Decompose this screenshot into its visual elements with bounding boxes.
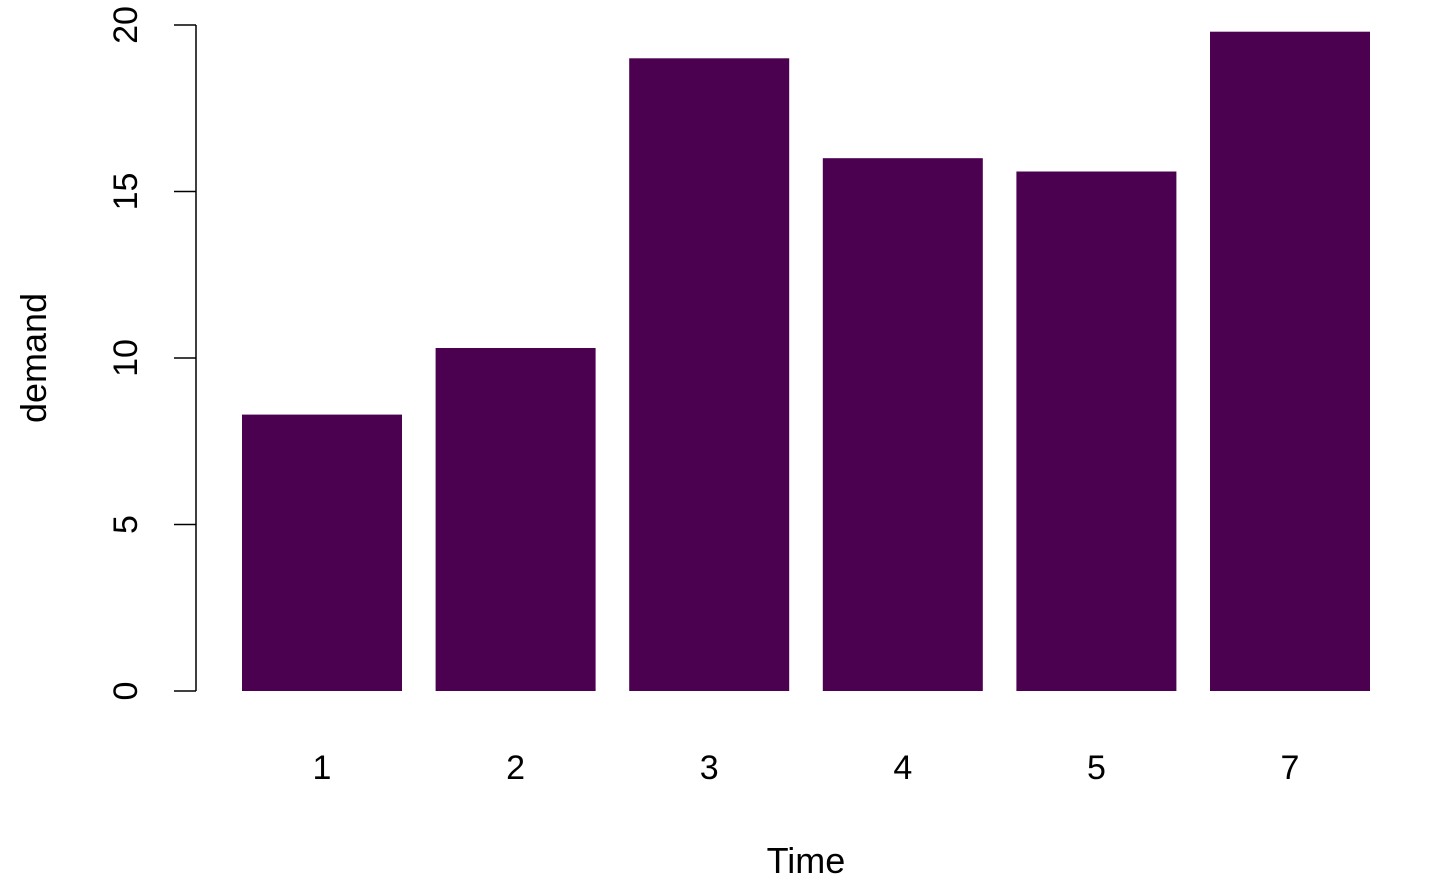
y-tick-label-0: 0 [107,682,145,701]
bar-4 [822,158,983,691]
x-tick-label-1: 1 [313,749,332,787]
bars-group [242,31,1370,692]
bar-7 [1210,31,1370,691]
x-tick-label-4: 4 [893,749,912,787]
y-axis: 0 5 10 15 20 [107,6,197,700]
x-tick-label-3: 3 [700,749,719,787]
y-tick-label-10: 10 [107,339,145,377]
y-ticks-group: 0 5 10 15 20 [107,6,196,700]
bar-2 [435,348,596,691]
x-tick-label-5: 5 [1087,749,1106,787]
bar-5 [1016,171,1177,691]
y-tick-label-20: 20 [107,6,145,44]
y-tick-label-5: 5 [107,515,145,534]
bar-3 [629,58,790,692]
y-axis-title: demand [13,293,54,423]
x-tick-label-2: 2 [506,749,525,787]
bar-1 [242,414,402,691]
y-tick-label-15: 15 [107,173,145,211]
x-tick-label-7: 7 [1281,749,1300,787]
x-ticks-group: 1 2 3 4 5 7 [313,749,1300,787]
x-axis-title: Time [767,840,846,881]
